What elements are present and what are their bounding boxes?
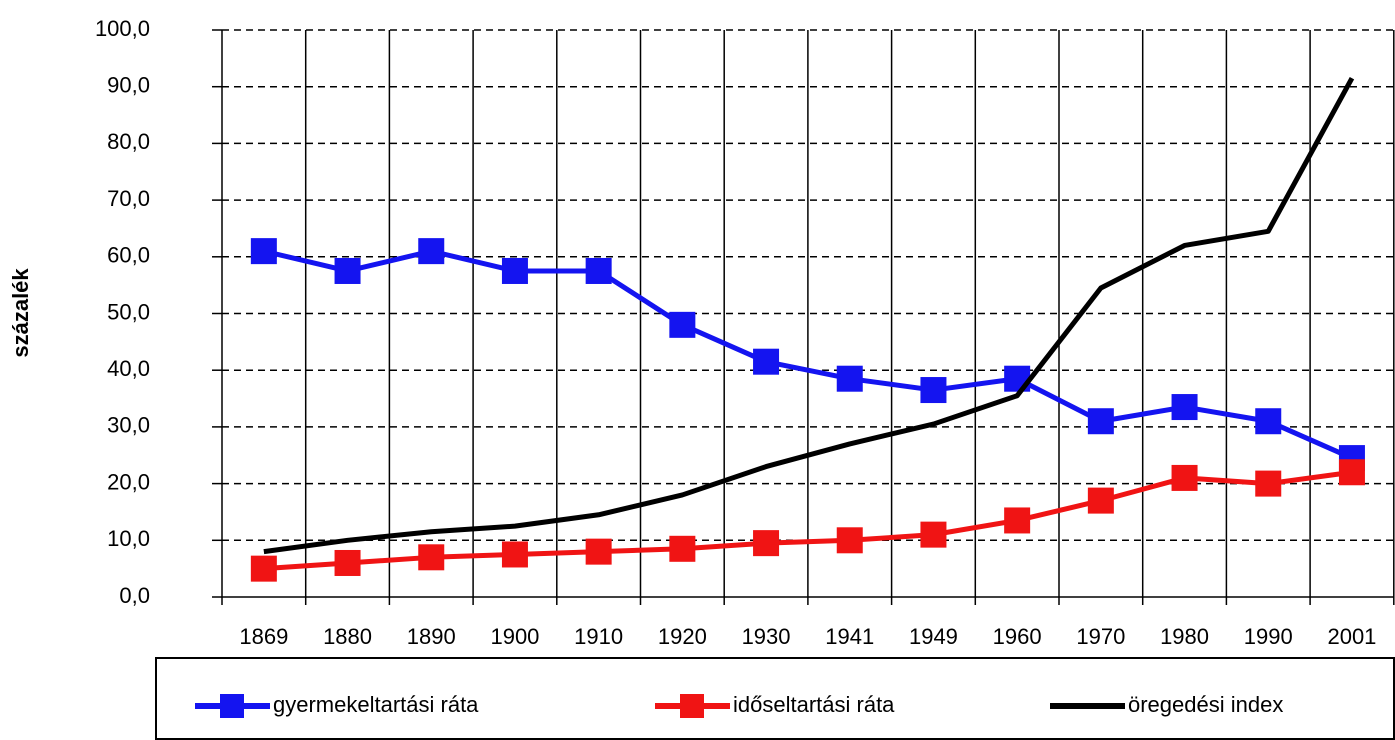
marker bbox=[418, 238, 445, 265]
marker bbox=[585, 257, 612, 284]
marker bbox=[836, 527, 863, 554]
marker bbox=[418, 544, 445, 571]
marker bbox=[334, 549, 361, 576]
marker bbox=[836, 365, 863, 392]
x-tick-label: 1960 bbox=[993, 624, 1042, 649]
y-tick-label: 30,0 bbox=[107, 413, 150, 438]
x-tick-label: 2001 bbox=[1327, 624, 1376, 649]
x-tick-label: 1930 bbox=[742, 624, 791, 649]
marker bbox=[501, 541, 528, 568]
y-tick-label: 20,0 bbox=[107, 469, 150, 494]
y-tick-label: 80,0 bbox=[107, 129, 150, 154]
marker bbox=[1087, 487, 1114, 514]
marker bbox=[1338, 459, 1365, 486]
x-tick-label: 1910 bbox=[574, 624, 623, 649]
y-tick-label: 0,0 bbox=[119, 583, 150, 608]
marker bbox=[753, 530, 780, 557]
marker bbox=[585, 538, 612, 565]
y-tick-label: 60,0 bbox=[107, 243, 150, 268]
x-tick-label: 1941 bbox=[825, 624, 874, 649]
series-line bbox=[263, 469, 1353, 572]
legend-label: időseltartási ráta bbox=[733, 692, 895, 717]
marker bbox=[920, 521, 947, 548]
y-tick-label: 50,0 bbox=[107, 299, 150, 324]
series-line bbox=[263, 248, 1353, 461]
marker bbox=[1255, 470, 1282, 497]
x-tick-label: 1880 bbox=[323, 624, 372, 649]
marker bbox=[669, 311, 696, 338]
marker bbox=[250, 555, 277, 582]
y-tick-label: 100,0 bbox=[95, 16, 150, 41]
y-tick-label: 90,0 bbox=[107, 73, 150, 98]
legend-marker bbox=[680, 694, 704, 718]
x-tick-label: 1900 bbox=[490, 624, 539, 649]
legend-label: gyermekeltartási ráta bbox=[273, 692, 479, 717]
y-tick-label: 70,0 bbox=[107, 186, 150, 211]
legend-marker bbox=[220, 694, 244, 718]
marker bbox=[1004, 507, 1031, 534]
x-tick-label: 1869 bbox=[239, 624, 288, 649]
y-tick-label: 40,0 bbox=[107, 356, 150, 381]
x-tick-label: 1890 bbox=[407, 624, 456, 649]
y-tick-label: 10,0 bbox=[107, 526, 150, 551]
x-tick-label: 1970 bbox=[1076, 624, 1125, 649]
legend-label: öregedési index bbox=[1128, 692, 1283, 717]
marker bbox=[920, 377, 947, 404]
marker bbox=[753, 348, 780, 375]
x-tick-label: 1920 bbox=[658, 624, 707, 649]
x-tick-label: 1990 bbox=[1244, 624, 1293, 649]
legend-box bbox=[155, 657, 1395, 740]
series-line bbox=[263, 76, 1355, 555]
marker bbox=[1171, 464, 1198, 491]
marker bbox=[250, 238, 277, 265]
marker bbox=[1171, 394, 1198, 421]
marker bbox=[501, 257, 528, 284]
x-tick-label: 1949 bbox=[909, 624, 958, 649]
marker bbox=[334, 257, 361, 284]
marker bbox=[1087, 408, 1114, 435]
y-axis-label: százalék bbox=[8, 268, 33, 358]
x-tick-label: 1980 bbox=[1160, 624, 1209, 649]
marker bbox=[669, 535, 696, 562]
marker bbox=[1255, 408, 1282, 435]
